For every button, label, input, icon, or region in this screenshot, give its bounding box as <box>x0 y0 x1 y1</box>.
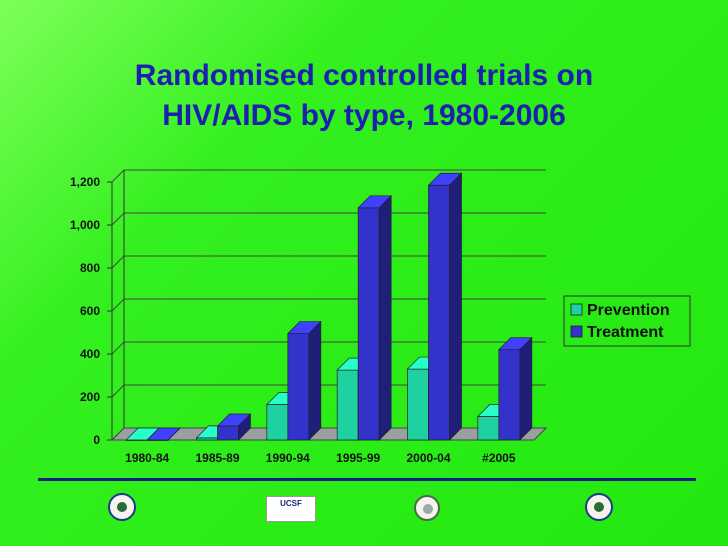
bar-treatment <box>287 333 310 441</box>
bar-chart: 0 200 400 600 800 1,000 1,200 1980-84 1985-89 199… <box>70 169 691 465</box>
title-line-1: Randomised controlled trials on <box>134 59 594 92</box>
legend-box <box>563 295 691 347</box>
x-tick-label: 2000-04 <box>406 451 450 465</box>
y-tick-label: 0 <box>93 433 100 447</box>
bar-treatment <box>498 349 521 441</box>
gridline-side <box>111 169 125 183</box>
title-line-2: HIV/AIDS by type, 1980-2006 <box>162 99 566 132</box>
seal-left-logo <box>108 493 136 521</box>
bar-side-treatment <box>519 336 533 441</box>
bar-prevention <box>336 369 359 441</box>
ucsf-logo: UCSF <box>266 496 316 522</box>
legend-swatch <box>570 303 583 316</box>
ucsf-logo-text: UCSF <box>280 499 302 508</box>
legend-label: Treatment <box>587 324 664 341</box>
x-tick-label: 1990-94 <box>266 451 310 465</box>
bar-treatment <box>428 184 450 441</box>
legend-label: Prevention <box>587 302 670 319</box>
x-tick-label: 1980-84 <box>125 451 169 465</box>
bar-prevention <box>477 416 500 441</box>
x-tick-label: #2005 <box>482 451 516 465</box>
gridline-side <box>111 341 125 355</box>
y-tick-label: 1,200 <box>70 175 100 189</box>
y-tick-label: 800 <box>80 261 100 275</box>
bar-side-treatment <box>449 172 462 441</box>
bar-side-treatment <box>238 413 251 441</box>
emblem-center-logo <box>414 495 440 521</box>
seal-right-logo <box>585 493 613 521</box>
x-tick-label: 1985-89 <box>195 451 239 465</box>
bar-treatment <box>217 425 239 441</box>
bar-side-treatment <box>167 427 181 441</box>
y-tick-label: 600 <box>80 304 100 318</box>
gridline-side <box>111 255 125 269</box>
bar-prevention <box>266 404 289 441</box>
bar-treatment <box>357 207 380 441</box>
gridline-side <box>111 384 125 398</box>
gridline-side <box>111 298 125 312</box>
y-tick-label: 1,000 <box>70 218 100 232</box>
legend-swatch <box>570 325 583 338</box>
bar-side-treatment <box>308 320 322 441</box>
slide-title: Randomised controlled trials on HIV/AIDS… <box>0 56 728 136</box>
x-tick-label: 1995-99 <box>336 451 380 465</box>
footer-divider <box>38 478 696 481</box>
y-tick-label: 200 <box>80 390 100 404</box>
gridline-side <box>111 212 125 226</box>
bar-side-treatment <box>378 194 392 441</box>
bar-prevention <box>407 368 429 441</box>
y-tick-label: 400 <box>80 347 100 361</box>
